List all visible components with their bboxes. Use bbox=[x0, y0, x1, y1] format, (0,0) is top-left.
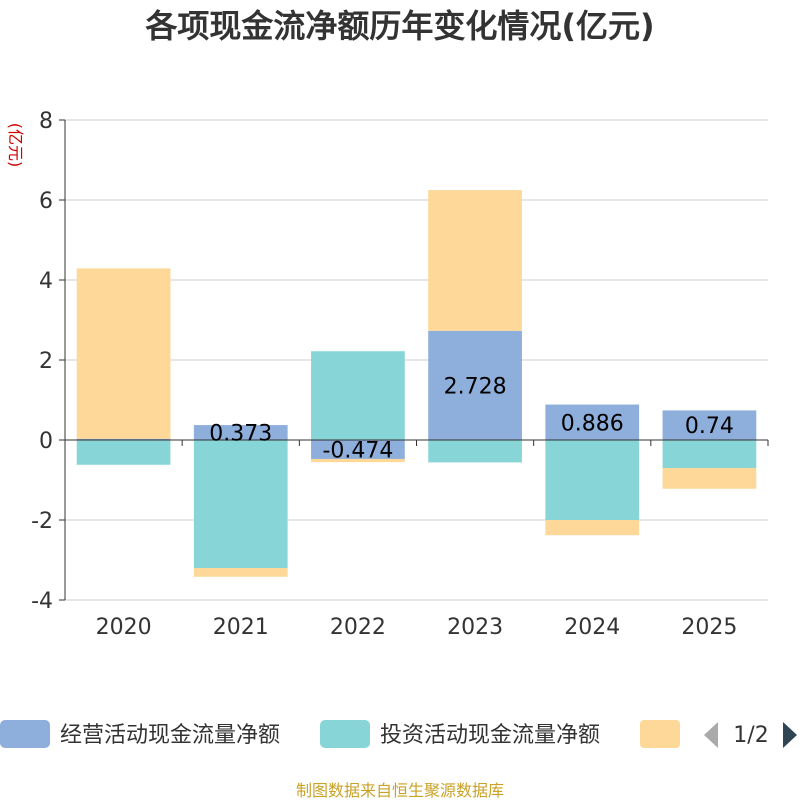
bar-s1-2023[interactable] bbox=[428, 440, 522, 463]
bar-s2-2022[interactable] bbox=[311, 458, 405, 463]
y-tick-label: -4 bbox=[31, 589, 53, 614]
bar-s2-2024[interactable] bbox=[545, 520, 640, 536]
bar-s1-2021[interactable] bbox=[193, 440, 288, 568]
legend: 经营活动现金流量净额 投资活动现金流量净额 1/2 bbox=[0, 720, 797, 748]
bar-s1-2020[interactable] bbox=[76, 440, 171, 465]
legend-swatch-0 bbox=[0, 720, 50, 748]
legend-item-2[interactable] bbox=[640, 720, 680, 748]
data-label-2022: -0.474 bbox=[322, 438, 393, 463]
bar-s2-2020[interactable] bbox=[76, 268, 171, 439]
legend-label-1: 投资活动现金流量净额 bbox=[380, 723, 600, 748]
data-label-2025: 0.74 bbox=[685, 414, 734, 439]
data-label-2024: 0.886 bbox=[561, 411, 624, 436]
y-tick-label: 8 bbox=[39, 109, 53, 134]
grid-lines bbox=[65, 119, 768, 601]
data-source: 制图数据来自恒生聚源数据库 bbox=[296, 781, 504, 800]
y-axis-unit: (亿元) bbox=[6, 123, 25, 168]
legend-next-icon[interactable] bbox=[783, 722, 797, 748]
x-tick-label: 2025 bbox=[681, 615, 737, 640]
y-tick-label: 6 bbox=[39, 189, 53, 214]
chart-title: 各项现金流净额历年变化情况(亿元) bbox=[145, 7, 654, 45]
y-tick-label: 2 bbox=[39, 349, 53, 374]
x-tick-labels: 2020 2021 2022 2023 2024 2025 bbox=[96, 615, 738, 640]
y-tick-label: 4 bbox=[39, 269, 53, 294]
y-tick-label: 0 bbox=[39, 429, 53, 454]
bar-s1-2024[interactable] bbox=[545, 440, 640, 520]
y-tick-labels: -4 -2 0 2 4 6 8 bbox=[31, 109, 53, 614]
bar-s0-2020[interactable] bbox=[76, 438, 171, 440]
data-label-2021: 0.373 bbox=[209, 422, 272, 447]
bar-s0-2023[interactable] bbox=[428, 330, 522, 440]
legend-page-indicator: 1/2 bbox=[733, 723, 768, 748]
x-tick-label: 2023 bbox=[447, 615, 503, 640]
bar-s2-2023[interactable] bbox=[428, 190, 522, 331]
bar-s0-2021[interactable] bbox=[193, 425, 288, 440]
legend-label-0: 经营活动现金流量净额 bbox=[60, 723, 280, 748]
legend-item-0[interactable]: 经营活动现金流量净额 bbox=[0, 720, 280, 748]
bar-s1-2022[interactable] bbox=[311, 351, 405, 440]
x-tick-label: 2024 bbox=[564, 615, 620, 640]
bars bbox=[76, 190, 757, 577]
bar-s0-2022[interactable] bbox=[311, 440, 405, 459]
x-tick-label: 2021 bbox=[213, 615, 269, 640]
y-tick-label: -2 bbox=[31, 509, 53, 534]
legend-swatch-1 bbox=[320, 720, 370, 748]
bar-s2-2021[interactable] bbox=[193, 568, 288, 577]
legend-prev-icon[interactable] bbox=[704, 722, 718, 748]
axes bbox=[59, 119, 769, 601]
data-labels: 0.373 -0.474 2.728 0.886 0.74 bbox=[209, 374, 734, 463]
bar-s0-2024[interactable] bbox=[545, 404, 640, 440]
data-label-2023: 2.728 bbox=[444, 374, 507, 399]
x-tick-label: 2022 bbox=[330, 615, 386, 640]
bar-s0-2025[interactable] bbox=[662, 410, 757, 440]
bar-s2-2025[interactable] bbox=[662, 468, 757, 489]
legend-item-1[interactable]: 投资活动现金流量净额 bbox=[320, 720, 600, 748]
bar-s1-2025[interactable] bbox=[662, 440, 757, 468]
legend-swatch-2 bbox=[640, 720, 680, 748]
x-tick-label: 2020 bbox=[96, 615, 152, 640]
